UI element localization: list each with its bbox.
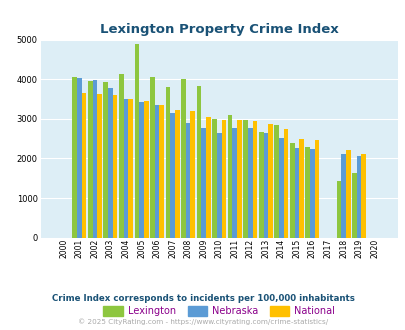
Text: © 2025 CityRating.com - https://www.cityrating.com/crime-statistics/: © 2025 CityRating.com - https://www.city… xyxy=(78,318,327,325)
Bar xyxy=(128,99,133,238)
Bar xyxy=(119,74,124,238)
Bar xyxy=(351,174,356,238)
Bar xyxy=(247,128,252,238)
Bar xyxy=(124,99,128,238)
Legend: Lexington, Nebraska, National: Lexington, Nebraska, National xyxy=(99,302,338,320)
Bar xyxy=(108,88,113,238)
Bar xyxy=(309,148,314,238)
Bar xyxy=(340,154,345,238)
Bar xyxy=(88,81,92,238)
Bar xyxy=(289,143,294,238)
Bar xyxy=(314,140,319,238)
Bar xyxy=(92,81,97,238)
Bar xyxy=(150,77,154,238)
Bar xyxy=(185,123,190,238)
Bar xyxy=(298,139,303,238)
Bar xyxy=(181,79,185,238)
Bar xyxy=(221,120,226,238)
Bar xyxy=(294,148,298,238)
Bar xyxy=(196,86,201,238)
Bar xyxy=(72,77,77,238)
Bar xyxy=(243,120,247,238)
Bar xyxy=(134,44,139,238)
Bar xyxy=(97,94,102,238)
Bar xyxy=(356,156,360,238)
Bar xyxy=(274,125,278,238)
Bar xyxy=(201,128,205,238)
Bar xyxy=(103,82,108,238)
Bar xyxy=(268,124,272,238)
Title: Lexington Property Crime Index: Lexington Property Crime Index xyxy=(100,23,338,36)
Bar xyxy=(237,120,241,238)
Bar xyxy=(139,102,143,238)
Bar xyxy=(190,111,195,238)
Bar xyxy=(345,150,350,238)
Bar xyxy=(113,95,117,238)
Bar xyxy=(170,113,175,238)
Bar xyxy=(278,138,283,238)
Bar xyxy=(252,121,257,238)
Bar xyxy=(305,147,309,238)
Bar xyxy=(212,119,216,238)
Bar xyxy=(175,110,179,238)
Bar xyxy=(360,154,365,238)
Text: Crime Index corresponds to incidents per 100,000 inhabitants: Crime Index corresponds to incidents per… xyxy=(51,294,354,303)
Bar xyxy=(143,101,148,238)
Bar xyxy=(227,115,232,238)
Bar xyxy=(159,105,164,238)
Bar xyxy=(154,105,159,238)
Bar xyxy=(232,128,237,238)
Bar xyxy=(336,181,340,238)
Bar xyxy=(216,133,221,238)
Bar xyxy=(263,133,268,238)
Bar xyxy=(165,87,170,238)
Bar xyxy=(81,93,86,238)
Bar xyxy=(283,129,288,238)
Bar xyxy=(77,78,81,238)
Bar xyxy=(205,117,210,238)
Bar xyxy=(258,132,263,238)
